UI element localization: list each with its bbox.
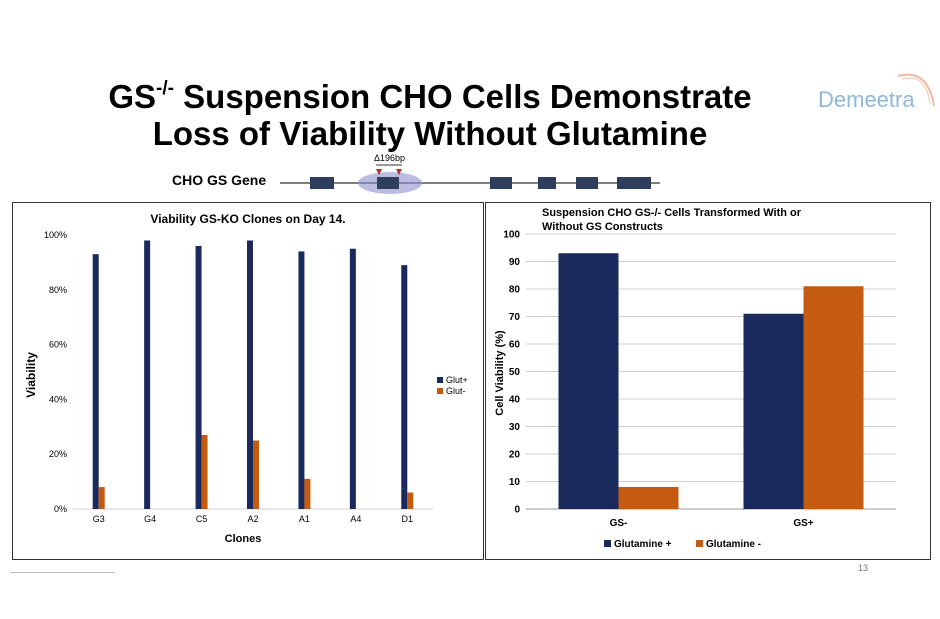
exon-3 [490, 177, 512, 189]
x-axis-label: Clones [225, 533, 262, 545]
bar-glut--a4 [349, 248, 356, 509]
slide-title: GS-/- Suspension CHO Cells Demonstrate L… [40, 72, 820, 152]
bar-glutamine--gs- [743, 313, 804, 509]
x-tick-label: A1 [299, 514, 310, 524]
x-tick-label: G4 [144, 514, 156, 524]
demeetra-logo: Demeetra [818, 73, 935, 112]
legend-swatch [696, 540, 703, 547]
bar-glut--g3 [92, 254, 99, 509]
title-line2: Loss of Viability Without Glutamine [152, 115, 708, 152]
y-tick-label: 10 [509, 477, 521, 488]
y-tick-label: 40% [49, 394, 67, 404]
y-tick-label: 0% [54, 504, 67, 514]
bar-glut--g4 [144, 240, 151, 510]
exon-2 [377, 177, 399, 189]
footer-line [10, 572, 115, 573]
logo-arc-icon [897, 73, 935, 107]
bar-glutamine--gs- [618, 487, 679, 509]
x-tick-label: A4 [350, 514, 361, 524]
gene-diagram: Δ196bp [280, 153, 660, 194]
bar-glutamine--gs- [558, 253, 619, 509]
y-axis-label: Cell Viability (%) [494, 330, 506, 416]
legend-swatch [437, 377, 443, 383]
exon-4 [538, 177, 556, 189]
y-tick-label: 60 [509, 340, 521, 351]
bar-glut--a1 [298, 251, 305, 509]
x-tick-label: D1 [402, 514, 414, 524]
cut-site-icon [396, 169, 402, 175]
bar-glut--a1 [304, 478, 311, 509]
y-tick-label: 60% [49, 340, 67, 350]
bar-glut--c5 [201, 435, 208, 509]
y-tick-label: 70 [509, 312, 521, 323]
y-axis-label: Viability [24, 352, 38, 398]
legend-label: Glutamine + [614, 539, 672, 550]
exon-1 [310, 177, 334, 189]
y-tick-label: 20% [49, 449, 67, 459]
legend-swatch [604, 540, 611, 547]
deletion-label: Δ196bp [374, 153, 405, 163]
y-tick-label: 20 [509, 450, 521, 461]
chart-gs-constructs: Suspension CHO GS-/- Cells Transformed W… [494, 207, 896, 550]
y-tick-label: 80 [509, 285, 521, 296]
cut-site-icon [376, 169, 382, 175]
chart-viability-clones: Viability GS-KO Clones on Day 14. Viabil… [24, 212, 468, 545]
y-tick-label: 0 [514, 505, 520, 516]
title-superscript: -/- [156, 78, 174, 99]
x-tick-label: A2 [247, 514, 258, 524]
y-tick-label: 50 [509, 367, 521, 378]
y-tick-label: 100 [503, 230, 520, 241]
y-tick-label: 40 [509, 395, 521, 406]
bar-glut--c5 [195, 245, 202, 509]
exon-6 [617, 177, 651, 189]
chart-panel-left: Viability GS-KO Clones on Day 14. Viabil… [12, 202, 484, 560]
y-tick-label: 100% [44, 230, 67, 240]
bar-glut--d1 [401, 265, 408, 509]
chart-title: Viability GS-KO Clones on Day 14. [150, 212, 345, 226]
x-tick-label: C5 [196, 514, 208, 524]
y-tick-label: 90 [509, 257, 521, 268]
y-tick-label: 30 [509, 422, 521, 433]
legend-swatch [437, 388, 443, 394]
bar-glutamine--gs- [803, 286, 864, 509]
legend-label: Glut- [446, 386, 466, 396]
title-gs: GS [108, 78, 157, 115]
chart-title-line1: Suspension CHO GS-/- Cells Transformed W… [542, 207, 802, 219]
legend-label: Glut+ [446, 375, 468, 385]
gene-label: CHO GS Gene [172, 172, 267, 188]
x-tick-label: GS+ [793, 518, 813, 529]
chart-title-line2: Without GS Constructs [542, 221, 663, 233]
chart-panel-right: Suspension CHO GS-/- Cells Transformed W… [485, 202, 931, 560]
bar-glut--a2 [247, 240, 253, 510]
x-tick-label: GS- [610, 518, 628, 529]
exon-5 [576, 177, 598, 189]
bar-glut--a2 [253, 440, 259, 509]
logo-text: Demeetra [818, 87, 915, 112]
title-line1-rest: Suspension CHO Cells Demonstrate [173, 78, 752, 115]
bar-glut--g3 [98, 487, 105, 509]
y-tick-label: 80% [49, 285, 67, 295]
bar-glut--d1 [407, 492, 414, 509]
x-tick-label: G3 [93, 514, 105, 524]
page-number: 13 [858, 563, 869, 573]
legend-label: Glutamine - [706, 539, 761, 550]
